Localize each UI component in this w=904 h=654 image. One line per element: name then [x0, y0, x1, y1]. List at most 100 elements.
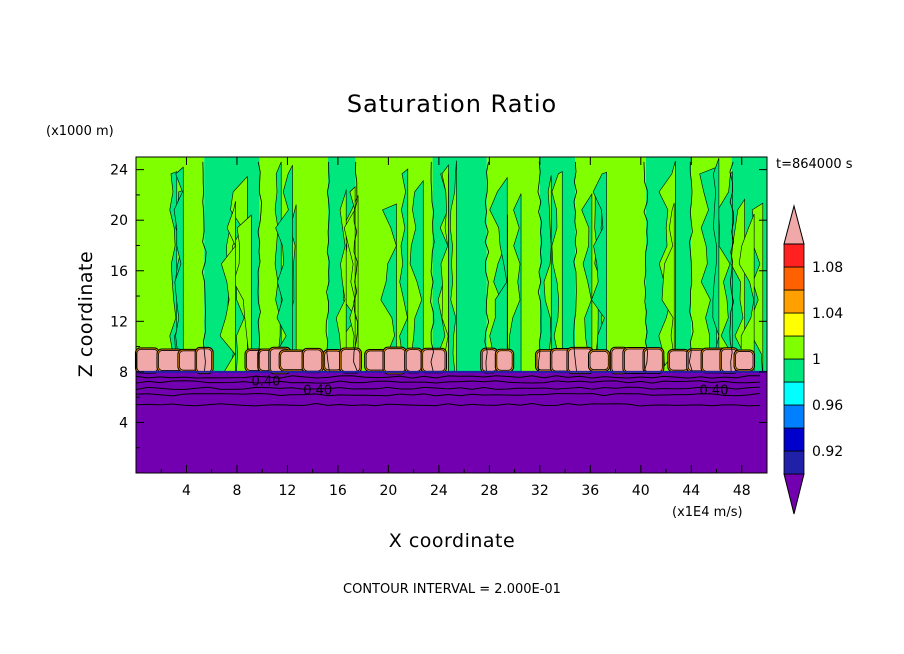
- colorbar-swatch: [783, 243, 805, 268]
- supersaturated-cell: [496, 350, 513, 371]
- supersaturated-cell: [481, 349, 497, 372]
- supersaturated-cell: [365, 350, 386, 371]
- supersaturated-cells-layer: [134, 346, 756, 375]
- band-edge-contour: [537, 161, 543, 373]
- y-tick-label: 4: [119, 415, 128, 431]
- band-edge-contour: [643, 161, 649, 373]
- x-tick-label: 36: [581, 483, 599, 499]
- y-tick-label: 16: [110, 264, 128, 280]
- colorbar-swatch: [783, 381, 805, 406]
- supersaturated-cell: [280, 351, 305, 370]
- band-filament: [449, 160, 457, 373]
- boundary-contour-line: [135, 403, 761, 407]
- colorbar-swatch: [783, 404, 805, 429]
- moisture-bands-layer: [136, 157, 767, 373]
- colorbar-swatch: [783, 358, 805, 383]
- band-edge-contour: [201, 161, 207, 373]
- colorbar-swatch: [783, 335, 805, 360]
- band-filament: [712, 157, 720, 373]
- chart-title: Saturation Ratio: [347, 90, 557, 118]
- colorbar-label: 1.04: [812, 306, 843, 322]
- colorbar-swatch: [783, 427, 805, 452]
- contour-label: 0.40: [303, 384, 332, 399]
- x-tick-label: 24: [430, 483, 448, 499]
- colorbar-swatch: [783, 266, 805, 291]
- x-unit-label: (x1E4 m/s): [672, 505, 743, 520]
- x-tick-label: 28: [480, 483, 498, 499]
- y-tick-label: 24: [110, 163, 128, 179]
- contour-label: 0.40: [700, 384, 729, 399]
- colorbar-swatch: [783, 312, 805, 337]
- band-filament: [335, 189, 347, 373]
- supersaturated-cell: [384, 348, 406, 373]
- colorbar-label: 0.92: [812, 444, 843, 460]
- plot-frame: [135, 156, 768, 474]
- band-filament: [169, 171, 178, 373]
- band-filament: [591, 171, 607, 373]
- band-filament: [399, 168, 409, 373]
- colorbar-label: 0.96: [812, 398, 843, 414]
- band-filament: [699, 166, 718, 373]
- band-edge-contour: [729, 161, 735, 373]
- band-filament: [551, 171, 563, 373]
- supersaturated-cell: [589, 350, 609, 371]
- band-filament: [440, 164, 449, 373]
- contour-label: 0.40: [252, 375, 281, 390]
- band-edge-contour: [484, 161, 490, 373]
- colorbar-upper-extension: [783, 204, 805, 245]
- x-tick-label: 44: [682, 483, 700, 499]
- x-tick-label: 48: [733, 483, 751, 499]
- y-axis-title: Z coordinate: [75, 251, 97, 377]
- boundary-contour-line: [135, 380, 761, 384]
- band-filament: [173, 166, 184, 373]
- colorbar-swatch: [783, 450, 805, 475]
- x-axis-title: X coordinate: [389, 530, 515, 552]
- boundary-contour-line: [135, 375, 761, 379]
- x-tick-label: 16: [329, 483, 347, 499]
- band-filament: [219, 201, 236, 373]
- band-edge-contour: [257, 161, 262, 373]
- band-edge-contour: [353, 161, 359, 373]
- x-tick-label: 40: [632, 483, 650, 499]
- supersaturated-cell: [422, 349, 446, 372]
- contour-lines-layer: [135, 161, 767, 407]
- supersaturated-cell: [340, 349, 361, 372]
- supersaturated-cell: [303, 349, 323, 372]
- colorbar-swatch: [783, 289, 805, 314]
- y-tick-label: 8: [119, 365, 128, 381]
- y-tick-label: 20: [110, 213, 128, 229]
- supersaturated-cell: [735, 351, 754, 370]
- band-filament: [274, 161, 282, 373]
- band-filament: [543, 175, 552, 373]
- colorbar-label: 1: [812, 352, 821, 368]
- time-label: t=864000 s: [776, 157, 853, 172]
- y-tick-label: 12: [110, 314, 128, 330]
- supersaturated-cell: [136, 348, 159, 373]
- x-tick-label: 20: [379, 483, 397, 499]
- band-filament: [717, 171, 733, 373]
- x-tick-label: 32: [531, 483, 549, 499]
- band-edge-contour: [325, 161, 330, 373]
- colorbar: 1.08 1.04 1 0.96 0.92: [783, 204, 843, 515]
- supersaturated-cell: [405, 349, 422, 372]
- x-tick-label: 12: [279, 483, 297, 499]
- colorbar-label: 1.08: [812, 260, 843, 276]
- y-unit-label: (x1000 m): [46, 124, 114, 139]
- moisture-band-1: [136, 157, 205, 372]
- band-filament: [275, 165, 293, 373]
- contour-interval-note: CONTOUR INTERVAL = 2.000E-01: [343, 582, 561, 597]
- band-edge-contour: [573, 161, 578, 373]
- boundary-layer-fill: [136, 371, 767, 473]
- band-edge-contour: [430, 161, 435, 373]
- boundary-contour-line: [135, 392, 761, 397]
- plot-background-layer: [136, 371, 767, 473]
- boundary-contour-line: [135, 386, 761, 391]
- colorbar-lower-extension: [783, 473, 805, 515]
- band-edge-contour: [688, 161, 694, 373]
- contour-labels-layer: 0.40 0.40 0.40: [252, 375, 729, 399]
- x-tick-label: 4: [182, 483, 191, 499]
- supersaturated-cell: [668, 350, 689, 371]
- x-tick-label: 8: [232, 483, 241, 499]
